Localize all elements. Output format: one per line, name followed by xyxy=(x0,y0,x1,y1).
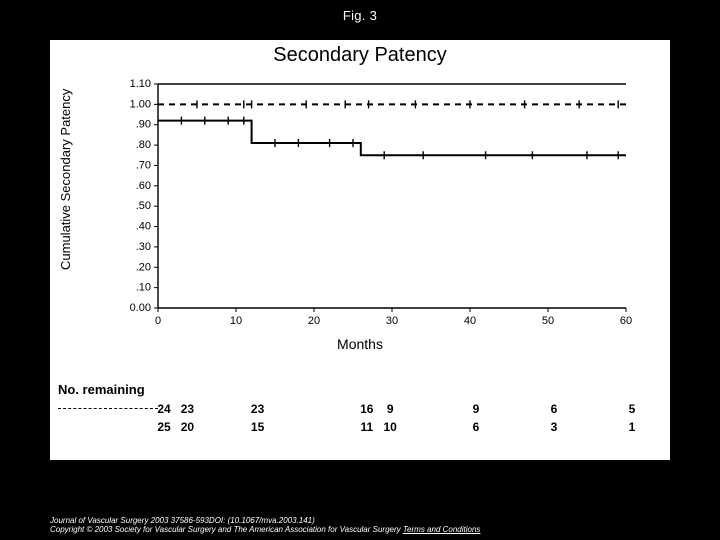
plot-svg: 0.00 .10 .20 .30 .40 .50 .60 .70 .80 .90 1.00 1.10 0… xyxy=(122,78,632,338)
citation-copyright: Copyright © 2003 Society for Vascular Su… xyxy=(50,525,401,534)
figure-label: Fig. 3 xyxy=(0,0,720,23)
table-cell: 3 xyxy=(551,420,558,434)
no-remaining-label: No. remaining xyxy=(58,382,145,397)
table-cell: 9 xyxy=(387,402,394,416)
citation-block: Journal of Vascular Surgery 2003 37586-5… xyxy=(50,516,480,534)
svg-text:30: 30 xyxy=(386,315,398,327)
x-axis-label: Months xyxy=(50,336,670,352)
citation-ref: 2003 37586-593DOI: (10.1067/mva.2003.141… xyxy=(151,516,315,525)
chart-title: Secondary Patency xyxy=(50,40,670,67)
citation-journal: Journal of Vascular Surgery xyxy=(50,516,148,525)
table-cell: 16 xyxy=(360,402,373,416)
svg-text:.70: .70 xyxy=(136,159,151,171)
svg-text:0: 0 xyxy=(155,315,161,327)
svg-text:1.10: 1.10 xyxy=(130,78,151,90)
svg-text:0.00: 0.00 xyxy=(130,302,151,314)
table-cell: 6 xyxy=(473,420,480,434)
slide-root: Fig. 3 Secondary Patency Cumulative Seco… xyxy=(0,0,720,540)
y-axis-label: Cumulative Secondary Patency xyxy=(58,89,73,270)
svg-text:.20: .20 xyxy=(136,261,151,273)
plot-area: 0.00.10.20.30.40.50.60.70.80.901.001.100… xyxy=(122,78,632,318)
table-cell: 20 xyxy=(181,420,194,434)
table-cell: 24 xyxy=(157,402,170,416)
svg-text:.60: .60 xyxy=(136,180,151,192)
svg-text:.30: .30 xyxy=(136,241,151,253)
svg-text:10: 10 xyxy=(230,315,242,327)
svg-text:40: 40 xyxy=(464,315,476,327)
table-cell: 25 xyxy=(157,420,170,434)
table-cell: 10 xyxy=(384,420,397,434)
no-remaining-table: 24 23 23 16 9 9 6 5 25 20 15 11 10 6 3 1 xyxy=(128,402,638,438)
table-cell: 23 xyxy=(251,402,264,416)
svg-text:60: 60 xyxy=(620,315,632,327)
svg-text:.10: .10 xyxy=(136,282,151,294)
table-cell: 11 xyxy=(360,420,373,434)
table-cell: 9 xyxy=(473,402,480,416)
svg-text:1.00: 1.00 xyxy=(130,98,151,110)
svg-text:.50: .50 xyxy=(136,200,151,212)
table-cell: 5 xyxy=(629,402,636,416)
chart-panel: Secondary Patency Cumulative Secondary P… xyxy=(50,40,670,460)
terms-link[interactable]: Terms and Conditions xyxy=(403,525,481,534)
table-cell: 15 xyxy=(251,420,264,434)
svg-text:50: 50 xyxy=(542,315,554,327)
table-row: 24 23 23 16 9 9 6 5 xyxy=(128,402,638,420)
svg-text:.90: .90 xyxy=(136,119,151,131)
svg-text:.40: .40 xyxy=(136,221,151,233)
table-row: 25 20 15 11 10 6 3 1 xyxy=(128,420,638,438)
table-cell: 6 xyxy=(551,402,558,416)
table-cell: 23 xyxy=(181,402,194,416)
table-cell: 1 xyxy=(629,420,636,434)
svg-text:.80: .80 xyxy=(136,139,151,151)
svg-text:20: 20 xyxy=(308,315,320,327)
